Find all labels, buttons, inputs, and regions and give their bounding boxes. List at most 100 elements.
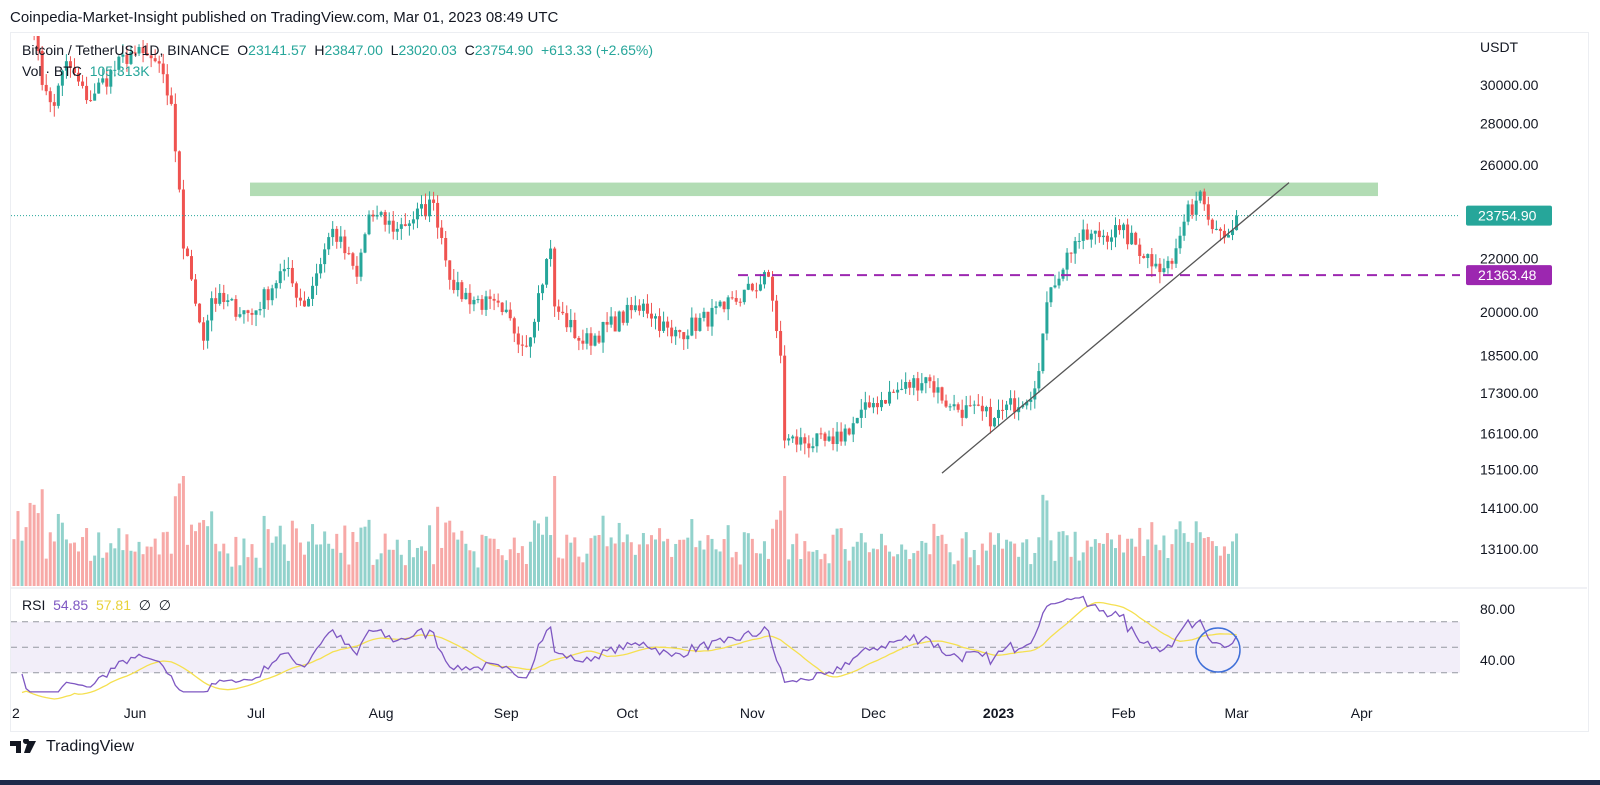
candle-body [795, 436, 799, 445]
candle [734, 290, 738, 305]
volume-bar [97, 532, 101, 586]
volume-bar [1158, 550, 1162, 586]
volume-bar [436, 506, 440, 586]
candle [77, 67, 81, 86]
candle-body [1053, 285, 1057, 288]
candle-body [629, 304, 633, 311]
candle [633, 295, 637, 313]
candle [391, 211, 395, 240]
candle-body [145, 53, 149, 56]
publisher-line: Coinpedia-Market-Insight published on Tr… [10, 9, 559, 26]
candle [72, 58, 76, 76]
volume-bar [682, 539, 686, 586]
candle-body [565, 313, 569, 328]
rsi-label[interactable]: RSI [22, 597, 46, 613]
candle-body [343, 236, 347, 254]
volume-bar [222, 543, 226, 586]
volume-bar [1162, 535, 1166, 586]
candle-body [787, 438, 791, 441]
candle-body [383, 212, 387, 225]
candle-body [577, 337, 581, 341]
volume-bar [609, 537, 613, 586]
volume-bar [920, 541, 924, 586]
candle [702, 307, 706, 322]
candle-body [222, 292, 226, 302]
volume-bar [266, 529, 270, 586]
volume-bar [508, 549, 512, 586]
candle-body [258, 309, 262, 311]
candle [508, 302, 512, 321]
candle-body [613, 316, 617, 332]
candle-body [1069, 252, 1073, 254]
volume-bar [956, 560, 960, 586]
candle [520, 335, 524, 356]
volume-bar [460, 530, 464, 586]
volume-bar [315, 544, 319, 586]
candle [629, 296, 633, 319]
volume-bar [68, 543, 72, 586]
volume-bar [311, 524, 315, 586]
volume-bar [690, 519, 694, 586]
volume-label[interactable]: Vol · BTC [22, 63, 82, 79]
candle-body [972, 404, 976, 406]
candle [662, 311, 666, 333]
volume-bar [557, 557, 561, 586]
volume-bar [169, 553, 173, 586]
volume-bar [807, 551, 811, 586]
candle-body [609, 316, 613, 325]
candle-body [1222, 230, 1226, 238]
volume-bar [561, 558, 565, 586]
time-tick-label: Apr [1351, 705, 1373, 721]
volume-bar [109, 543, 113, 586]
candle [460, 279, 464, 302]
candle-body [1041, 333, 1045, 372]
candle [730, 291, 734, 300]
volume-bar [496, 549, 500, 586]
volume-bar [1154, 544, 1158, 586]
chart-frame[interactable] [10, 32, 1589, 732]
candle [407, 219, 411, 236]
candle-body [916, 378, 920, 391]
symbol-legend: Bitcoin / TetherUS, 1D, BINANCE O23141.5… [22, 40, 653, 82]
time-tick-label: Dec [861, 705, 886, 721]
candle-body [1081, 229, 1085, 241]
last-price-badge-text: 23754.90 [1478, 208, 1537, 224]
volume-bar [274, 536, 278, 586]
volume-bar [343, 525, 347, 586]
candle-body [625, 304, 629, 323]
candle-body [371, 214, 375, 217]
tradingview-branding[interactable]: TradingView [10, 738, 134, 756]
candle [492, 293, 496, 311]
candle [1085, 223, 1089, 241]
tradingview-logo-icon [10, 739, 36, 753]
candle-body [387, 220, 391, 225]
candle-body [754, 290, 758, 292]
candle [666, 316, 670, 337]
volume-bar [1138, 527, 1142, 586]
volume-bar [1186, 541, 1190, 586]
candle-body [621, 311, 625, 323]
candle-body [351, 253, 355, 266]
candle-body [254, 310, 258, 315]
candle [549, 239, 553, 267]
candle [145, 42, 149, 56]
candle [234, 295, 238, 321]
time-tick-label: Nov [740, 705, 765, 721]
volume-bar [1210, 541, 1214, 586]
volume-bar [746, 533, 750, 586]
candle [230, 297, 234, 302]
volume-bar [1222, 546, 1226, 586]
candle [113, 60, 117, 77]
candle-body [1231, 230, 1235, 236]
candle-body [900, 388, 904, 390]
candle [1025, 399, 1029, 410]
volume-bar [36, 513, 40, 586]
volume-bar [1190, 542, 1194, 586]
candle [367, 210, 371, 236]
candle-body [932, 381, 936, 393]
symbol-title[interactable]: Bitcoin / TetherUS, 1D, BINANCE [22, 42, 230, 58]
candle [892, 389, 896, 393]
volume-bar [904, 549, 908, 586]
time-tick-label: 2 [12, 705, 20, 721]
